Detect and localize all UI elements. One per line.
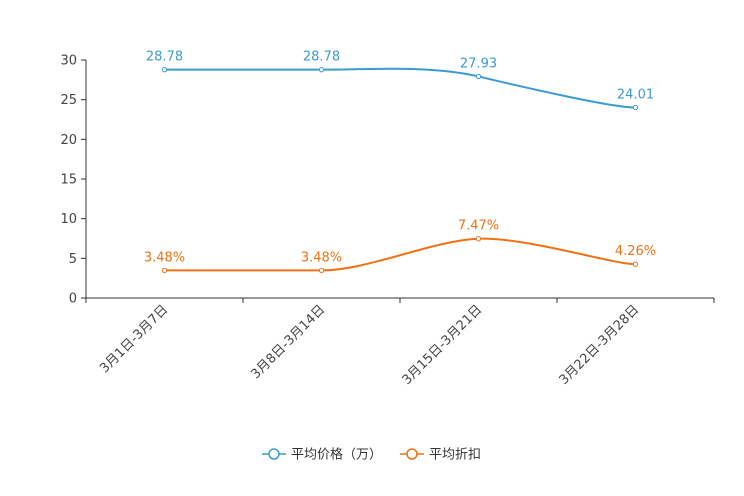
legend-marker-icon (268, 448, 280, 460)
data-label: 3.48% (144, 250, 185, 265)
legend: 平均价格（万） 平均折扣 (262, 447, 481, 463)
data-point[interactable] (632, 261, 639, 267)
x-tick-label: 3月1日-3月7日 (97, 302, 171, 376)
series-line-1 (164, 237, 636, 272)
data-point[interactable] (318, 66, 325, 73)
data-point[interactable] (161, 267, 168, 274)
series-group: 28.78 28.78 27.93 24.01 3.48% 3.48% 7.47% 4.26% (144, 50, 656, 274)
data-label: 24.01 (617, 88, 654, 103)
x-tick-label: 3月15日-3月21日 (400, 302, 486, 388)
y-tick-label: 15 (60, 173, 77, 188)
data-label: 28.78 (146, 50, 183, 65)
data-point[interactable] (632, 104, 639, 111)
data-point[interactable] (161, 66, 168, 73)
x-tick-label: 3月8日-3月14日 (248, 302, 328, 382)
legend-item-0[interactable]: 平均价格（万） (262, 447, 382, 463)
series-line-0 (164, 67, 636, 109)
y-tick-label: 30 (60, 54, 77, 69)
data-label: 28.78 (303, 50, 340, 65)
legend-marker-icon (406, 448, 418, 460)
data-label: 3.48% (301, 250, 342, 265)
y-tick-label: 20 (60, 133, 77, 148)
y-axis: 0 5 10 15 20 25 30 (60, 54, 87, 307)
y-tick-label: 10 (60, 212, 77, 227)
data-label: 7.47% (458, 219, 499, 234)
y-tick-label: 0 (69, 292, 77, 307)
y-tick-label: 25 (60, 93, 77, 108)
x-tick-label: 3月22日-3月28日 (557, 302, 643, 388)
legend-label: 平均折扣 (429, 448, 481, 463)
data-label: 27.93 (460, 56, 497, 71)
data-label: 4.26% (615, 244, 656, 259)
legend-label: 平均价格（万） (291, 447, 382, 463)
x-axis: 3月1日-3月7日 3月8日-3月14日 3月15日-3月21日 3月22日-3月28… (85, 297, 715, 388)
y-tick-label: 5 (69, 252, 77, 267)
data-point[interactable] (475, 73, 482, 80)
data-point[interactable] (318, 267, 325, 274)
legend-item-1[interactable]: 平均折扣 (400, 448, 481, 463)
data-point[interactable] (475, 236, 482, 242)
